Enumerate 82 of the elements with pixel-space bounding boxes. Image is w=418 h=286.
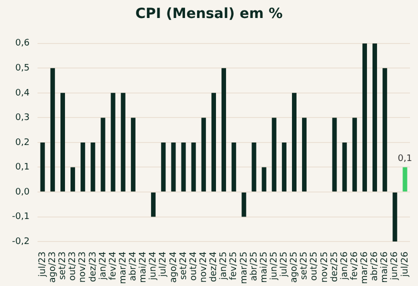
y-tick-label: 0,5: [15, 64, 30, 74]
bar: [171, 142, 176, 192]
x-tick-label: jun/25: [269, 252, 280, 281]
x-tick-label: jan/25: [219, 252, 230, 281]
y-tick-label: 0,2: [15, 138, 30, 148]
bar: [211, 92, 216, 192]
x-tick-label: ago/23: [48, 252, 58, 283]
bar: [392, 192, 398, 242]
bar: [80, 142, 86, 192]
x-tick-label: mai/25: [259, 252, 270, 283]
bar: [100, 118, 106, 192]
x-tick-label: abr/24: [128, 251, 139, 281]
bar: [372, 43, 378, 192]
bar: [282, 142, 286, 192]
x-tick-label: jan/24: [98, 251, 108, 281]
y-tick-label: 0,3: [15, 113, 30, 124]
bar: [50, 68, 55, 192]
x-tick-label: nov/25: [320, 252, 330, 283]
bar: [362, 43, 367, 192]
bar: [252, 142, 256, 192]
x-tick-label: mar/26: [360, 251, 370, 284]
bar: [382, 68, 388, 192]
x-tick-label: mar/24: [118, 251, 128, 284]
y-tick-label: -0,2: [12, 236, 30, 247]
x-tick-label: set/24: [178, 251, 189, 280]
x-tick-label: out/23: [68, 252, 78, 281]
bar: [191, 142, 196, 192]
bar: [222, 68, 226, 192]
x-tick-label: abr/26: [370, 251, 380, 281]
x-tick-label: set/23: [58, 252, 68, 280]
x-tick-label: dez/23: [88, 252, 98, 282]
bar: [201, 118, 206, 192]
x-tick-label: nov/23: [78, 252, 88, 283]
bar: [332, 118, 337, 192]
x-tick-label: ago/25: [290, 252, 300, 283]
bar: [342, 142, 347, 192]
bar: [181, 142, 186, 192]
y-tick-label: 0,0: [15, 187, 30, 198]
x-tick-label: mai/24: [138, 251, 149, 283]
bar: [402, 167, 408, 192]
bar: [110, 92, 116, 192]
bar: [352, 118, 357, 192]
x-tick-label: dez/24: [209, 251, 220, 282]
bar: [232, 142, 236, 192]
y-tick-label: 0,6: [15, 38, 30, 49]
chart-title: CPI (Mensal) em %: [134, 6, 284, 22]
x-tick-label: mai/26: [380, 251, 390, 283]
bar: [302, 118, 307, 192]
x-tick-label: fev/24: [108, 251, 118, 280]
x-tick-label: jul/26: [400, 251, 410, 278]
bar: [130, 118, 136, 192]
bar: [242, 192, 246, 217]
y-tick-label: 0,4: [15, 88, 30, 98]
x-tick-label: jul/23: [38, 252, 48, 278]
y-tick-label: 0,1: [15, 162, 30, 173]
x-tick-label: fev/25: [229, 252, 240, 280]
x-tick-label: ago/24: [168, 251, 179, 283]
x-tick-label: dez/25: [330, 252, 340, 282]
x-tick-label: abr/25: [249, 252, 260, 281]
bar: [292, 92, 297, 192]
x-tick-label: nov/24: [198, 251, 209, 283]
x-tick-label: jun/26: [390, 251, 400, 281]
x-tick-label: jul/24: [158, 251, 169, 278]
bar: [120, 92, 126, 192]
data-label: 0,1: [398, 154, 412, 164]
x-tick-label: jun/24: [148, 251, 159, 281]
x-tick-label: set/25: [300, 252, 310, 280]
x-tick-label: out/25: [310, 252, 320, 281]
bar: [60, 92, 65, 192]
bar: [90, 142, 96, 192]
x-tick-label: jan/26: [340, 251, 350, 281]
bar: [40, 142, 45, 192]
x-tick-label: mar/25: [239, 252, 250, 284]
bar: [161, 142, 166, 192]
y-tick-label: -0,1: [12, 212, 30, 222]
bar: [70, 167, 76, 192]
x-tick-label: fev/26: [350, 251, 360, 280]
bar: [272, 118, 276, 192]
x-tick-label: out/24: [188, 251, 199, 281]
bar: [262, 167, 266, 192]
bar: [151, 192, 156, 217]
x-tick-label: jul/25: [280, 252, 290, 278]
